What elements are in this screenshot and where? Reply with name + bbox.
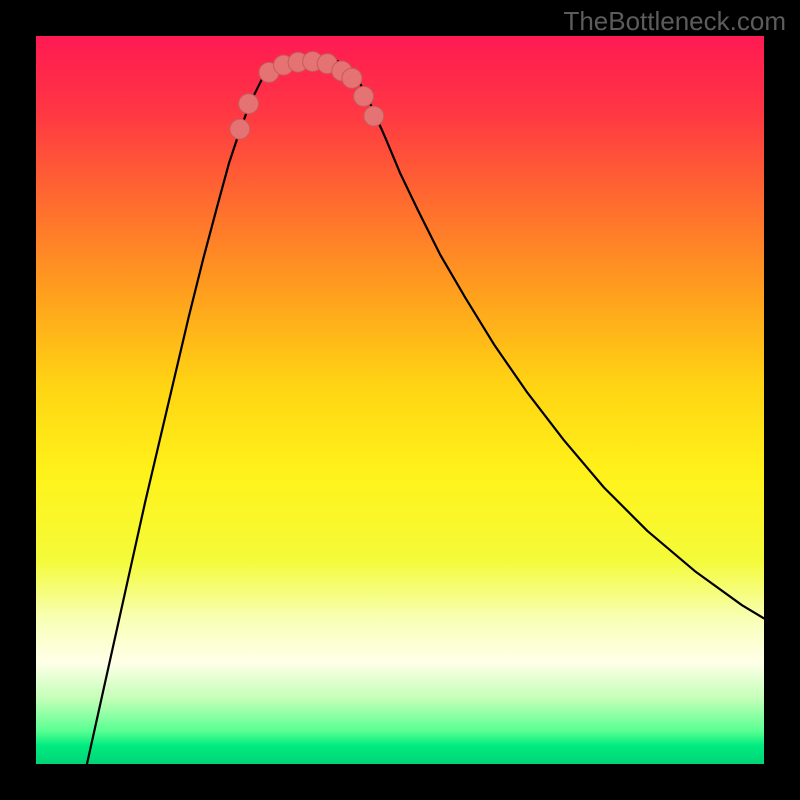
curve-marker (239, 94, 259, 114)
watermark-text: TheBottleneck.com (563, 6, 786, 37)
curve-marker (230, 119, 250, 139)
chart-svg (36, 36, 764, 764)
curve-marker (354, 86, 374, 106)
curve-marker (364, 106, 384, 126)
chart-frame: TheBottleneck.com (0, 0, 800, 800)
gradient-background (36, 36, 764, 764)
curve-marker (342, 68, 362, 88)
plot-area (36, 36, 764, 764)
